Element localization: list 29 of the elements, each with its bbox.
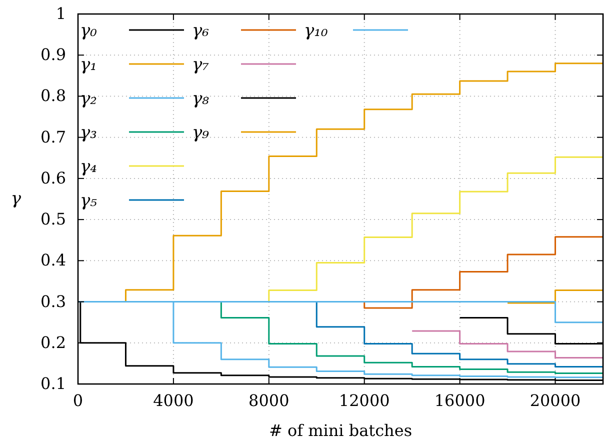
legend-label: γ₀ xyxy=(80,21,98,41)
y-tick-label: 0.8 xyxy=(40,86,66,106)
legend-label: γ₉ xyxy=(192,123,210,143)
y-tick-label: 0.2 xyxy=(40,332,66,352)
y-tick-label: 0.1 xyxy=(40,374,66,393)
legend-label: γ₃ xyxy=(80,123,98,143)
x-axis-title: # of mini batches xyxy=(268,421,412,440)
legend-label: γ₁ xyxy=(80,55,97,75)
y-tick-label: 1 xyxy=(56,4,66,23)
legend-label: γ₅ xyxy=(80,191,98,211)
y-axis-title: γ xyxy=(10,189,22,209)
y-tick-label: 0.9 xyxy=(40,45,66,64)
legend-label: γ₇ xyxy=(192,55,210,75)
x-tick-label: 4000 xyxy=(153,391,194,410)
x-tick-label: 8000 xyxy=(248,391,290,410)
legend-label: γ₄ xyxy=(80,157,98,177)
x-tick-label: 0 xyxy=(72,391,84,410)
legend-label: γ₂ xyxy=(80,89,98,109)
y-tick-label: 0.3 xyxy=(40,292,66,311)
x-tick-label: 16000 xyxy=(434,391,486,410)
y-tick-label: 0.4 xyxy=(40,250,66,270)
x-tick-label: 12000 xyxy=(338,391,390,410)
legend-label: γ₈ xyxy=(192,89,210,109)
y-tick-label: 0.7 xyxy=(40,127,66,146)
legend-label: γ₁₀ xyxy=(304,21,328,41)
y-tick-label: 0.5 xyxy=(40,210,66,229)
x-tick-label: 20000 xyxy=(530,391,581,410)
legend-label: γ₆ xyxy=(192,21,210,41)
y-tick-label: 0.6 xyxy=(40,168,66,188)
